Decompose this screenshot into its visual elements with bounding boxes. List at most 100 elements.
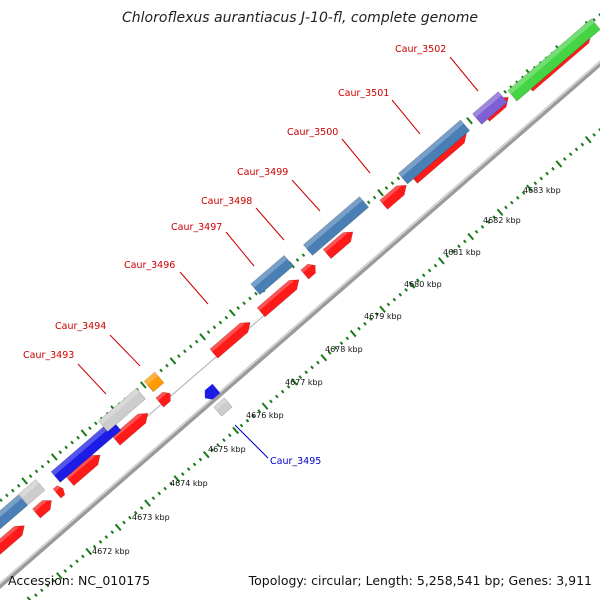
gene-blue-large[interactable]: [50, 419, 122, 483]
forward-cds-1[interactable]: [0, 521, 28, 556]
forward-cds-2[interactable]: [32, 496, 56, 519]
forward-cds-10-body[interactable]: [322, 227, 357, 259]
gene-label-caur-3499[interactable]: Caur_3499: [237, 167, 288, 178]
gene-steelblue-3500-body[interactable]: [397, 119, 471, 185]
forward-backbone: [0, 60, 600, 589]
minor-tick: [463, 239, 467, 244]
forward-cds-8-body[interactable]: [256, 275, 303, 318]
forward-cds-10-shine: [323, 232, 348, 253]
gene-label-caur-3497[interactable]: Caur_3497: [171, 222, 222, 233]
gene-label-caur-3500[interactable]: Caur_3500: [287, 127, 338, 138]
gene-label-caur-3494[interactable]: Caur_3494: [55, 321, 106, 332]
gene-label-caur-3493[interactable]: Caur_3493: [23, 350, 74, 361]
gene-steelblue-3497[interactable]: [303, 196, 369, 256]
minor-tick: [451, 249, 455, 253]
forward-cds-3[interactable]: [52, 484, 67, 499]
minor-tick: [480, 225, 485, 229]
minor-tick: [218, 320, 223, 325]
forward-cds-7[interactable]: [209, 318, 254, 359]
minor-tick: [515, 195, 520, 200]
major-tick: [291, 378, 298, 386]
minor-tick: [198, 457, 203, 462]
major-tick: [26, 596, 32, 600]
minor-tick: [521, 191, 526, 195]
gene-blue-large-body[interactable]: [50, 419, 122, 483]
forward-cds-8[interactable]: [256, 275, 303, 318]
gene-steelblue-left-body[interactable]: [0, 494, 29, 532]
forward-cds-5[interactable]: [111, 409, 152, 446]
gene-orange-body[interactable]: [143, 371, 165, 393]
forward-cds-5-shine: [112, 413, 143, 439]
gene-steelblue-3497-body[interactable]: [303, 196, 369, 256]
forward-cds-2-shine: [32, 500, 47, 512]
major-tick: [349, 329, 357, 338]
gene-track[interactable]: [0, 18, 600, 556]
minor-tick: [40, 464, 45, 469]
gene-steelblue-3496[interactable]: [250, 254, 294, 296]
gene-green[interactable]: [507, 18, 600, 102]
minor-tick: [492, 215, 497, 220]
kbp-label: 4675 kbp: [208, 445, 246, 454]
minor-tick: [183, 349, 187, 354]
kbp-label: 4674 kbp: [170, 479, 208, 488]
gene-purple-body[interactable]: [472, 91, 508, 125]
major-tick: [50, 453, 58, 461]
minor-tick: [396, 176, 401, 181]
gene-gray-small-body[interactable]: [213, 397, 233, 417]
forward-cds-3-body[interactable]: [52, 484, 67, 499]
gene-gray-mid[interactable]: [98, 388, 146, 432]
gene-label-caur-3501[interactable]: Caur_3501: [338, 88, 389, 99]
forward-cds-1-body[interactable]: [0, 521, 28, 556]
major-tick: [144, 499, 151, 507]
gene-steelblue-3500[interactable]: [397, 119, 471, 185]
kbp-label: 4673 kbp: [132, 513, 170, 522]
minor-tick: [280, 389, 285, 394]
forward-cds-11-body[interactable]: [379, 181, 411, 210]
forward-cds-5-body[interactable]: [111, 409, 152, 446]
minor-tick: [427, 268, 432, 273]
gene-label-caur-3496[interactable]: Caur_3496: [124, 260, 175, 271]
gene-label-caur-3498[interactable]: Caur_3498: [201, 196, 252, 207]
minor-tick: [180, 472, 185, 476]
gene-purple[interactable]: [472, 91, 508, 125]
forward-cds-6[interactable]: [155, 389, 174, 408]
gene-orange[interactable]: [143, 371, 165, 393]
gene-blue-3495[interactable]: [201, 383, 221, 403]
gene-label-caur-3495[interactable]: Caur_3495: [270, 456, 321, 467]
gene-gray-left[interactable]: [18, 479, 46, 505]
forward-cds-11[interactable]: [379, 181, 411, 210]
gene-labels[interactable]: Caur_3493 Caur_3494 Caur_3495 Caur_3496 Caur…: [23, 44, 446, 467]
gene-green-body[interactable]: [507, 18, 600, 102]
forward-cds-10[interactable]: [322, 227, 357, 259]
minor-tick: [598, 13, 600, 17]
forward-cds-2-body[interactable]: [32, 496, 56, 519]
gene-label-caur-3502[interactable]: Caur_3502: [395, 44, 446, 55]
minor-tick: [457, 244, 461, 249]
gene-steelblue-3496-body[interactable]: [250, 254, 294, 296]
forward-cds-7-body[interactable]: [209, 318, 254, 359]
backbone: [0, 60, 600, 589]
minor-tick: [28, 474, 33, 479]
gene-blue-3495-body[interactable]: [201, 383, 221, 403]
kbp-label: 4681 kbp: [443, 248, 481, 257]
minor-tick: [46, 459, 51, 464]
forward-cds-6-body[interactable]: [155, 389, 174, 408]
major-tick: [169, 357, 177, 365]
gene-gray-small[interactable]: [213, 397, 233, 417]
gene-gray-mid-body[interactable]: [98, 388, 146, 432]
gene-gray-left-body[interactable]: [18, 479, 46, 505]
forward-cds-9[interactable]: [300, 261, 319, 280]
minor-tick: [257, 409, 261, 413]
minor-tick: [248, 296, 252, 301]
minor-tick: [592, 132, 596, 137]
forward-cds-9-body[interactable]: [300, 261, 319, 280]
minor-tick: [58, 450, 63, 455]
gene-steelblue-left[interactable]: [0, 494, 29, 532]
minor-tick: [51, 578, 56, 583]
minor-tick: [592, 17, 596, 22]
major-tick: [202, 450, 210, 459]
minor-tick: [275, 394, 279, 399]
minor-tick: [45, 583, 50, 588]
minor-tick: [98, 539, 103, 544]
